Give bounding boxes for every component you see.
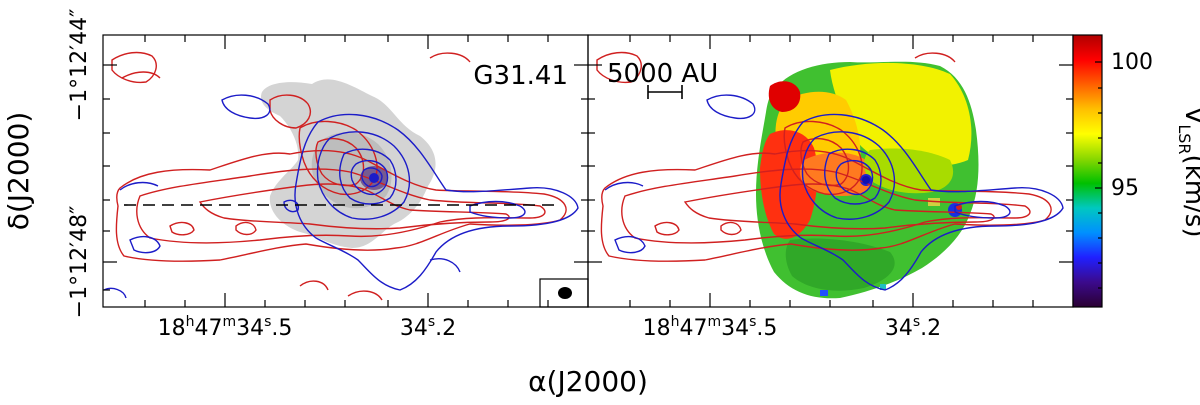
colorbar-tick-95: 95 bbox=[1111, 176, 1139, 201]
left-ticks bbox=[103, 35, 588, 307]
colorbar-bar bbox=[1072, 34, 1103, 308]
beam-ellipse bbox=[558, 287, 572, 299]
y-axis-title: δ(J2000) bbox=[2, 112, 35, 231]
right-panel: 5000 AU bbox=[587, 34, 1074, 308]
scalebar-label: 5000 AU bbox=[607, 59, 718, 89]
colorbar-label-main: V bbox=[1179, 107, 1200, 125]
left-panel: G31.41 bbox=[102, 34, 589, 308]
y-tick-label-bottom: −1°12′48″ bbox=[67, 206, 92, 319]
y-tick-label-top: −1°12′44″ bbox=[67, 9, 92, 122]
blue-peak bbox=[369, 173, 379, 183]
right-ticks bbox=[588, 35, 1073, 307]
colorbar-label: VLSR(km/s) bbox=[1175, 107, 1200, 238]
red-contours bbox=[111, 51, 567, 301]
left-panel-label: G31.41 bbox=[473, 61, 568, 91]
x-axis-title: α(J2000) bbox=[528, 365, 648, 398]
scalebar bbox=[647, 85, 683, 99]
blue-contours-right bbox=[604, 94, 1064, 291]
colorbar-tick-100: 100 bbox=[1111, 50, 1153, 75]
x-tick-label-left-1: 18h47m34s.5 bbox=[158, 314, 293, 341]
x-tick-label-right-2: 34s.2 bbox=[885, 314, 941, 341]
colorbar-label-unit: (km/s) bbox=[1179, 155, 1200, 238]
colorbar-label-sub: LSR bbox=[1175, 124, 1194, 154]
x-tick-label-left-2: 34s.2 bbox=[400, 314, 456, 341]
x-tick-label-right-1: 18h47m34s.5 bbox=[643, 314, 778, 341]
colorbar: 100 95 VLSR(km/s) bbox=[1072, 34, 1200, 308]
blue-contours bbox=[103, 94, 579, 299]
